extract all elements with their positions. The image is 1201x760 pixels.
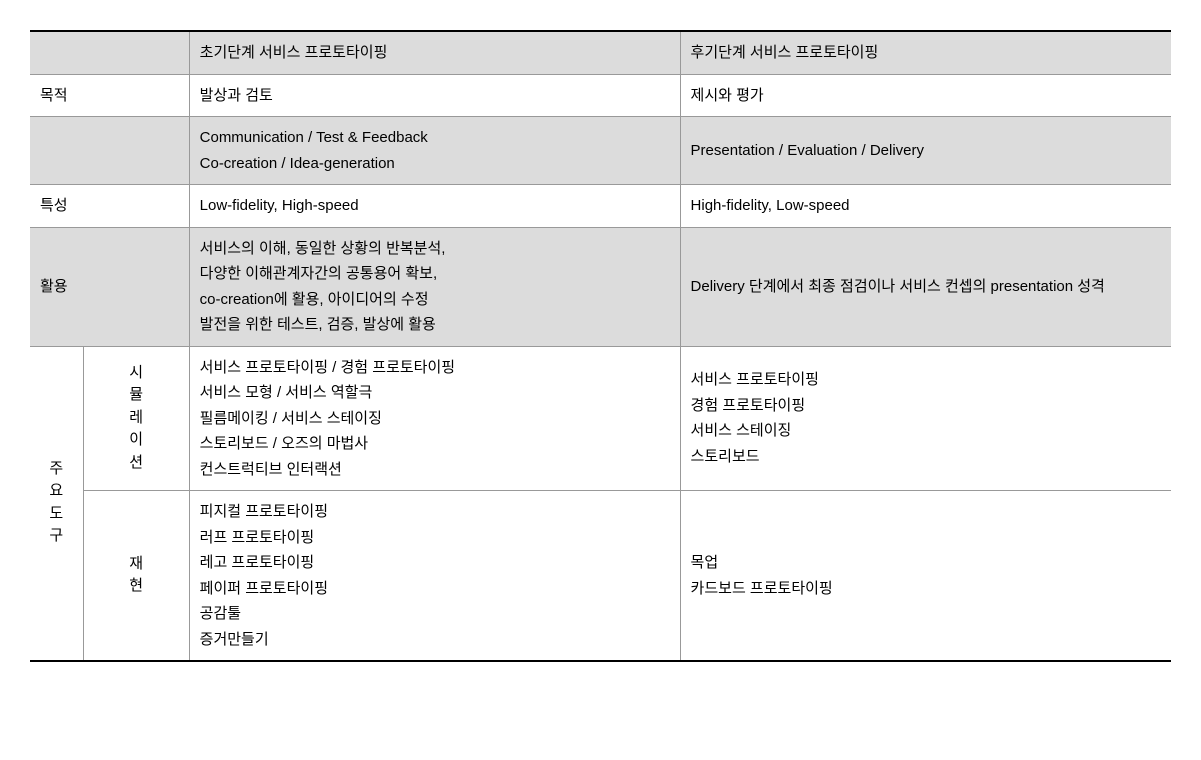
row-tools-label: 주 요 도 구	[30, 346, 83, 661]
row-tools-sim-early: 서비스 프로토타이핑 / 경험 프로토타이핑 서비스 모형 / 서비스 역할극 …	[189, 346, 680, 491]
row-purpose-en-early: Communication / Test & Feedback Co-creat…	[189, 117, 680, 185]
header-early: 초기단계 서비스 프로토타이핑	[189, 31, 680, 74]
row-characteristic-late: High-fidelity, Low-speed	[680, 185, 1171, 228]
row-use-late: Delivery 단계에서 최종 점검이나 서비스 컨셉의 presentati…	[680, 227, 1171, 346]
row-purpose-late: 제시와 평가	[680, 74, 1171, 117]
row-purpose-en-empty	[30, 117, 189, 185]
row-tools-rep-early: 피지컬 프로토타이핑 러프 프로토타이핑 레고 프로토타이핑 페이퍼 프로토타이…	[189, 491, 680, 662]
row-use-early: 서비스의 이해, 동일한 상황의 반복분석, 다양한 이해관계자간의 공통용어 …	[189, 227, 680, 346]
row-tools-sim-late: 서비스 프로토타이핑 경험 프로토타이핑 서비스 스테이징 스토리보드	[680, 346, 1171, 491]
row-use-label: 활용	[30, 227, 189, 346]
row-characteristic-label: 특성	[30, 185, 189, 228]
row-purpose-label: 목적	[30, 74, 189, 117]
row-purpose-en-late: Presentation / Evaluation / Delivery	[680, 117, 1171, 185]
row-tools-rep-label: 재 현	[83, 491, 189, 662]
header-empty	[30, 31, 189, 74]
row-tools-rep-late: 목업 카드보드 프로토타이핑	[680, 491, 1171, 662]
header-late: 후기단계 서비스 프로토타이핑	[680, 31, 1171, 74]
row-characteristic-early: Low-fidelity, High-speed	[189, 185, 680, 228]
row-tools-sim-label: 시 뮬 레 이 션	[83, 346, 189, 491]
prototyping-comparison-table: 초기단계 서비스 프로토타이핑 후기단계 서비스 프로토타이핑 목적 발상과 검…	[30, 30, 1171, 662]
row-purpose-early: 발상과 검토	[189, 74, 680, 117]
